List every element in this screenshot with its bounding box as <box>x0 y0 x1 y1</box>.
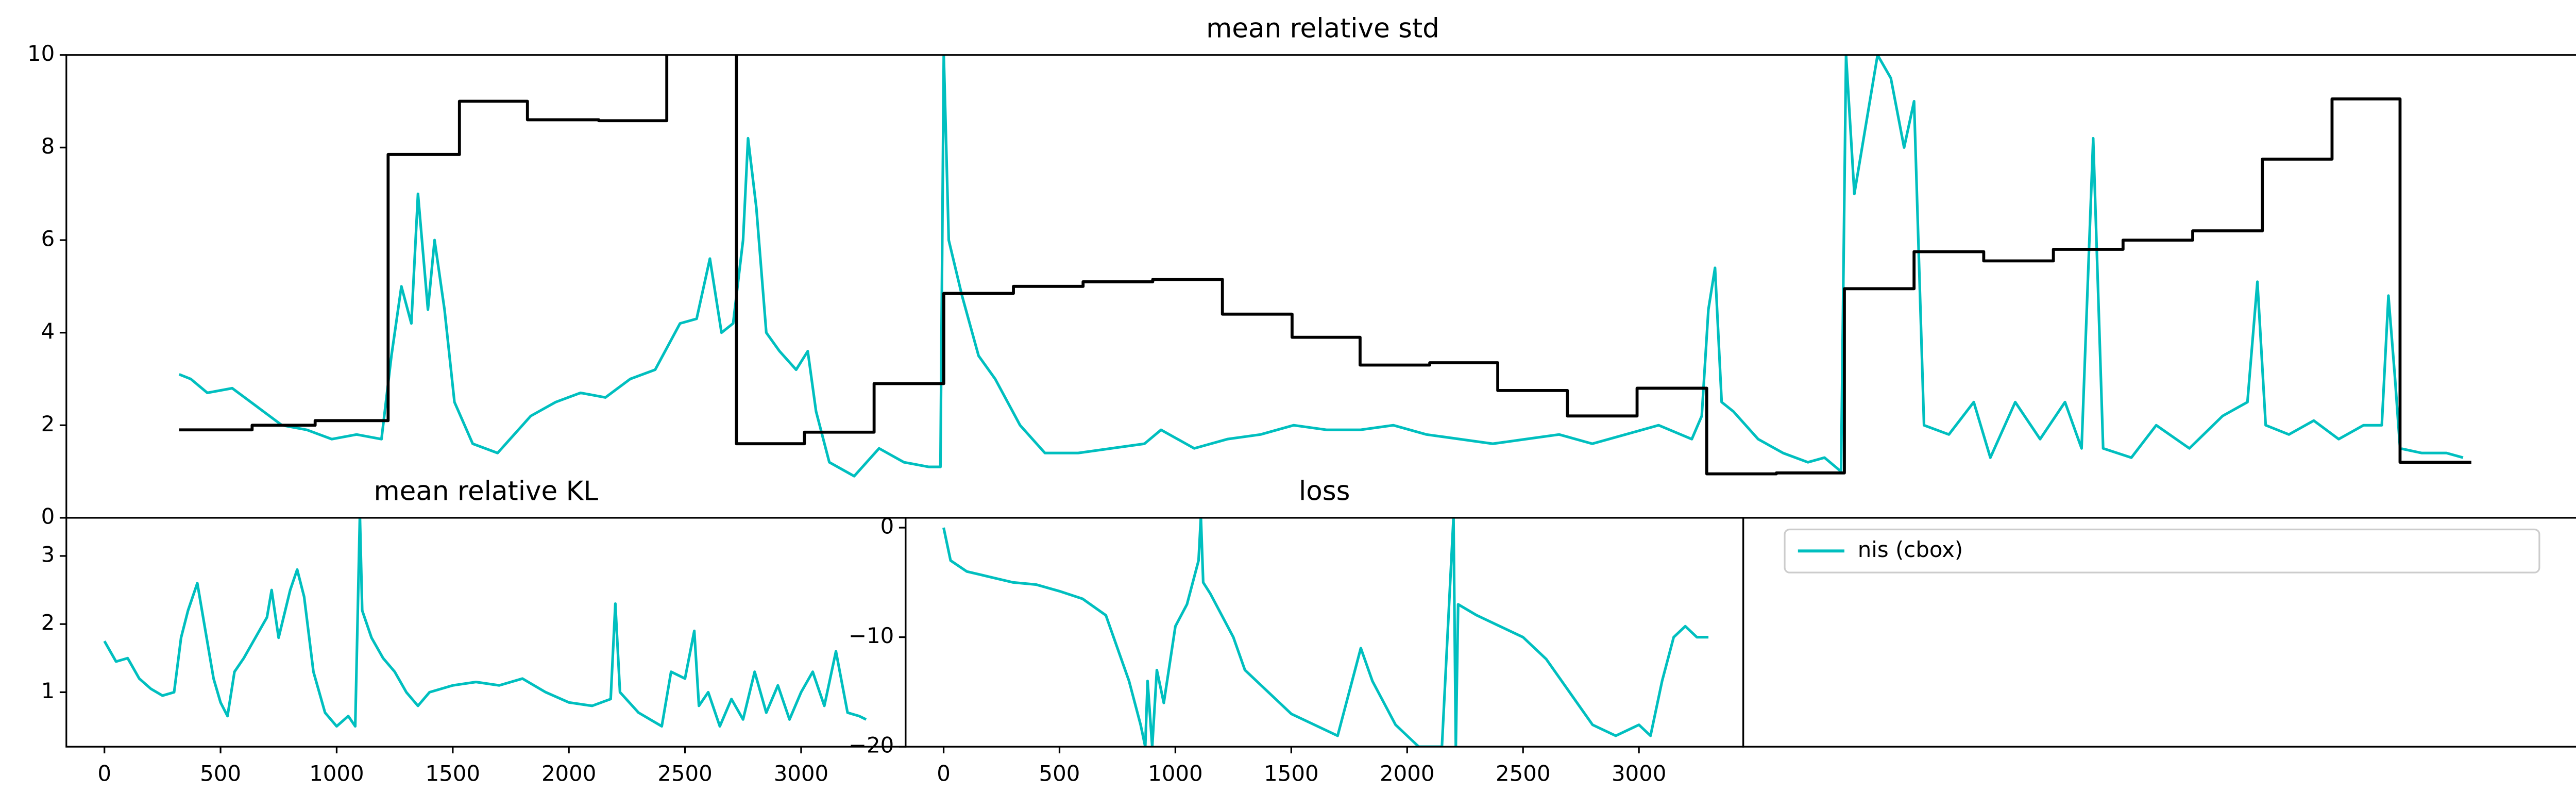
x-tick-label: 2500 <box>657 761 713 786</box>
x-tick-label: 3000 <box>1612 761 1667 786</box>
y-tick-label: 8 <box>41 133 55 159</box>
y-tick-label: 0 <box>41 503 55 529</box>
axes-frame <box>905 517 1744 748</box>
subplot-title: loss <box>1299 476 1350 507</box>
subplot: nis (cbox) <box>1742 517 2576 748</box>
x-tick-label: 1000 <box>1148 761 1203 786</box>
axes-frame <box>1742 517 2576 748</box>
y-tick-label: 3 <box>41 542 55 567</box>
y-tick-label: 4 <box>41 318 55 344</box>
series-line <box>103 517 867 728</box>
x-tick-label: 0 <box>937 761 951 786</box>
legend-label: nis (cbox) <box>1858 537 1963 562</box>
subplot: mean relative KL 1 2 3 0 500 1000 1500 2000 2500 3… <box>41 476 907 786</box>
y-tick-label: 1 <box>41 678 55 703</box>
y-tick-label: −20 <box>849 733 894 758</box>
x-tick-label: 1500 <box>426 761 481 786</box>
series-line <box>942 517 1709 747</box>
subplot: loss 0 −10 −20 0 500 1000 1500 2000 2500 3000 <box>849 476 1744 786</box>
series-line <box>178 55 2464 478</box>
x-tick-label: 1500 <box>1264 761 1319 786</box>
x-tick-label: 2000 <box>541 761 596 786</box>
x-tick-label: 500 <box>1039 761 1080 786</box>
legend-box <box>1784 528 2540 573</box>
x-tick-label: 0 <box>97 761 111 786</box>
subplot-title: mean relative std <box>1206 13 1439 44</box>
x-tick-label: 2500 <box>1496 761 1551 786</box>
x-tick-label: 500 <box>200 761 241 786</box>
y-tick-label: −10 <box>849 623 894 648</box>
axes-frame <box>65 517 907 748</box>
subplot: mean relative std 0 2 4 6 8 10 <box>27 13 2576 529</box>
y-tick-label: 6 <box>41 226 55 251</box>
subplot-title: mean relative KL <box>374 476 599 507</box>
y-tick-label: 10 <box>27 41 55 66</box>
axes-frame <box>65 54 2576 519</box>
series-line <box>179 55 2471 476</box>
x-tick-label: 1000 <box>309 761 364 786</box>
y-tick-label: 2 <box>41 610 55 635</box>
y-tick-label: 2 <box>41 411 55 436</box>
x-tick-label: 2000 <box>1380 761 1435 786</box>
y-tick-label: 0 <box>880 514 894 539</box>
x-tick-label: 3000 <box>774 761 829 786</box>
